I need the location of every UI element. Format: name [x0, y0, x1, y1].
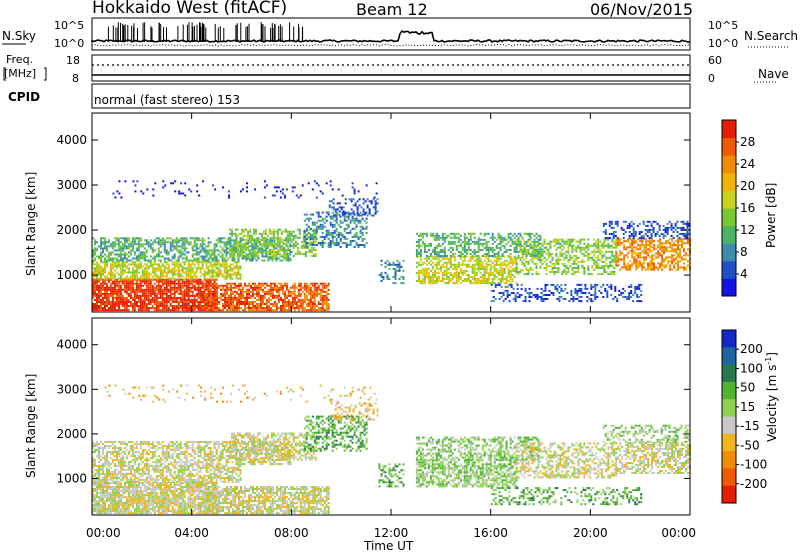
velocity-colorbar-swatch [722, 347, 736, 365]
velocity-colorbar-tick-label: 15 [740, 400, 755, 414]
power-ytick-label: 2000 [56, 223, 87, 237]
power-colorbar-tick-label: 8 [740, 245, 748, 259]
power-colorbar-swatch [722, 155, 736, 173]
velocity-colorbar-swatch [722, 434, 736, 452]
power-colorbar-swatch [722, 173, 736, 191]
power-colorbar-tick-label: 16 [740, 201, 755, 215]
power-colorbar-swatch [722, 190, 736, 208]
x-tick-label: 00:00 [661, 526, 696, 540]
velocity-colorbar-tick-label: -200 [740, 477, 767, 491]
power-colorbar-swatch [722, 226, 736, 244]
nsearch-trace [92, 45, 689, 47]
power-colorbar-swatch [722, 261, 736, 279]
x-tick-label: 16:00 [473, 526, 508, 540]
velocity-colorbar-tick-label: -100 [740, 458, 767, 472]
velocity-colorbar-tick-label: 200 [740, 342, 763, 356]
velocity-colorbar-swatch [722, 330, 736, 348]
power-colorbar-tick-label: 4 [740, 267, 748, 281]
power-colorbar-tick-label: 24 [740, 157, 755, 171]
freq-label-brackets [4, 68, 46, 80]
power-colorbar-tick-label: 20 [740, 179, 755, 193]
velocity-colorbar-tick-label: -50 [740, 438, 760, 452]
x-tick-label: 20:00 [573, 526, 608, 540]
power-colorbar-tick-label: 12 [740, 223, 755, 237]
velocity-colorbar-swatch [722, 365, 736, 383]
nsky-spikes [108, 22, 302, 42]
power-colorbar-tick-label: 28 [740, 135, 755, 149]
velocity-echo-cells [92, 385, 691, 514]
velocity-colorbar-swatch [722, 486, 736, 504]
velocity-ytick-label: 1000 [56, 471, 87, 485]
velocity-colorbar-swatch [722, 451, 736, 469]
power-colorbar-swatch [722, 138, 736, 156]
velocity-ytick-label: 4000 [56, 338, 87, 352]
x-tick-label: 00:00 [86, 526, 121, 540]
power-ytick-label: 1000 [56, 268, 87, 282]
x-tick-label: 04:00 [174, 526, 209, 540]
velocity-colorbar-swatch [722, 468, 736, 486]
velocity-ytick-label: 3000 [56, 382, 87, 396]
power-ytick-label: 4000 [56, 133, 87, 147]
power-ytick-label: 3000 [56, 178, 87, 192]
power-colorbar-swatch [722, 243, 736, 261]
nsky-trace [92, 31, 690, 42]
velocity-ytick-label: 2000 [56, 427, 87, 441]
velocity-colorbar-tick-label: 100 [740, 361, 763, 375]
velocity-colorbar-tick-label: 50 [740, 381, 755, 395]
power-echo-cells [92, 180, 691, 311]
x-tick-label: 12:00 [374, 526, 409, 540]
x-tick-label: 08:00 [274, 526, 309, 540]
power-colorbar-swatch [722, 208, 736, 226]
velocity-colorbar-swatch [722, 417, 736, 435]
velocity-colorbar-swatch [722, 399, 736, 417]
power-colorbar-swatch [722, 120, 736, 138]
velocity-colorbar-tick-label: -15 [740, 419, 760, 433]
cpid-panel-frame [92, 84, 690, 108]
velocity-colorbar-swatch [722, 382, 736, 400]
freq-panel-frame [92, 55, 690, 81]
power-colorbar-swatch [722, 278, 736, 296]
